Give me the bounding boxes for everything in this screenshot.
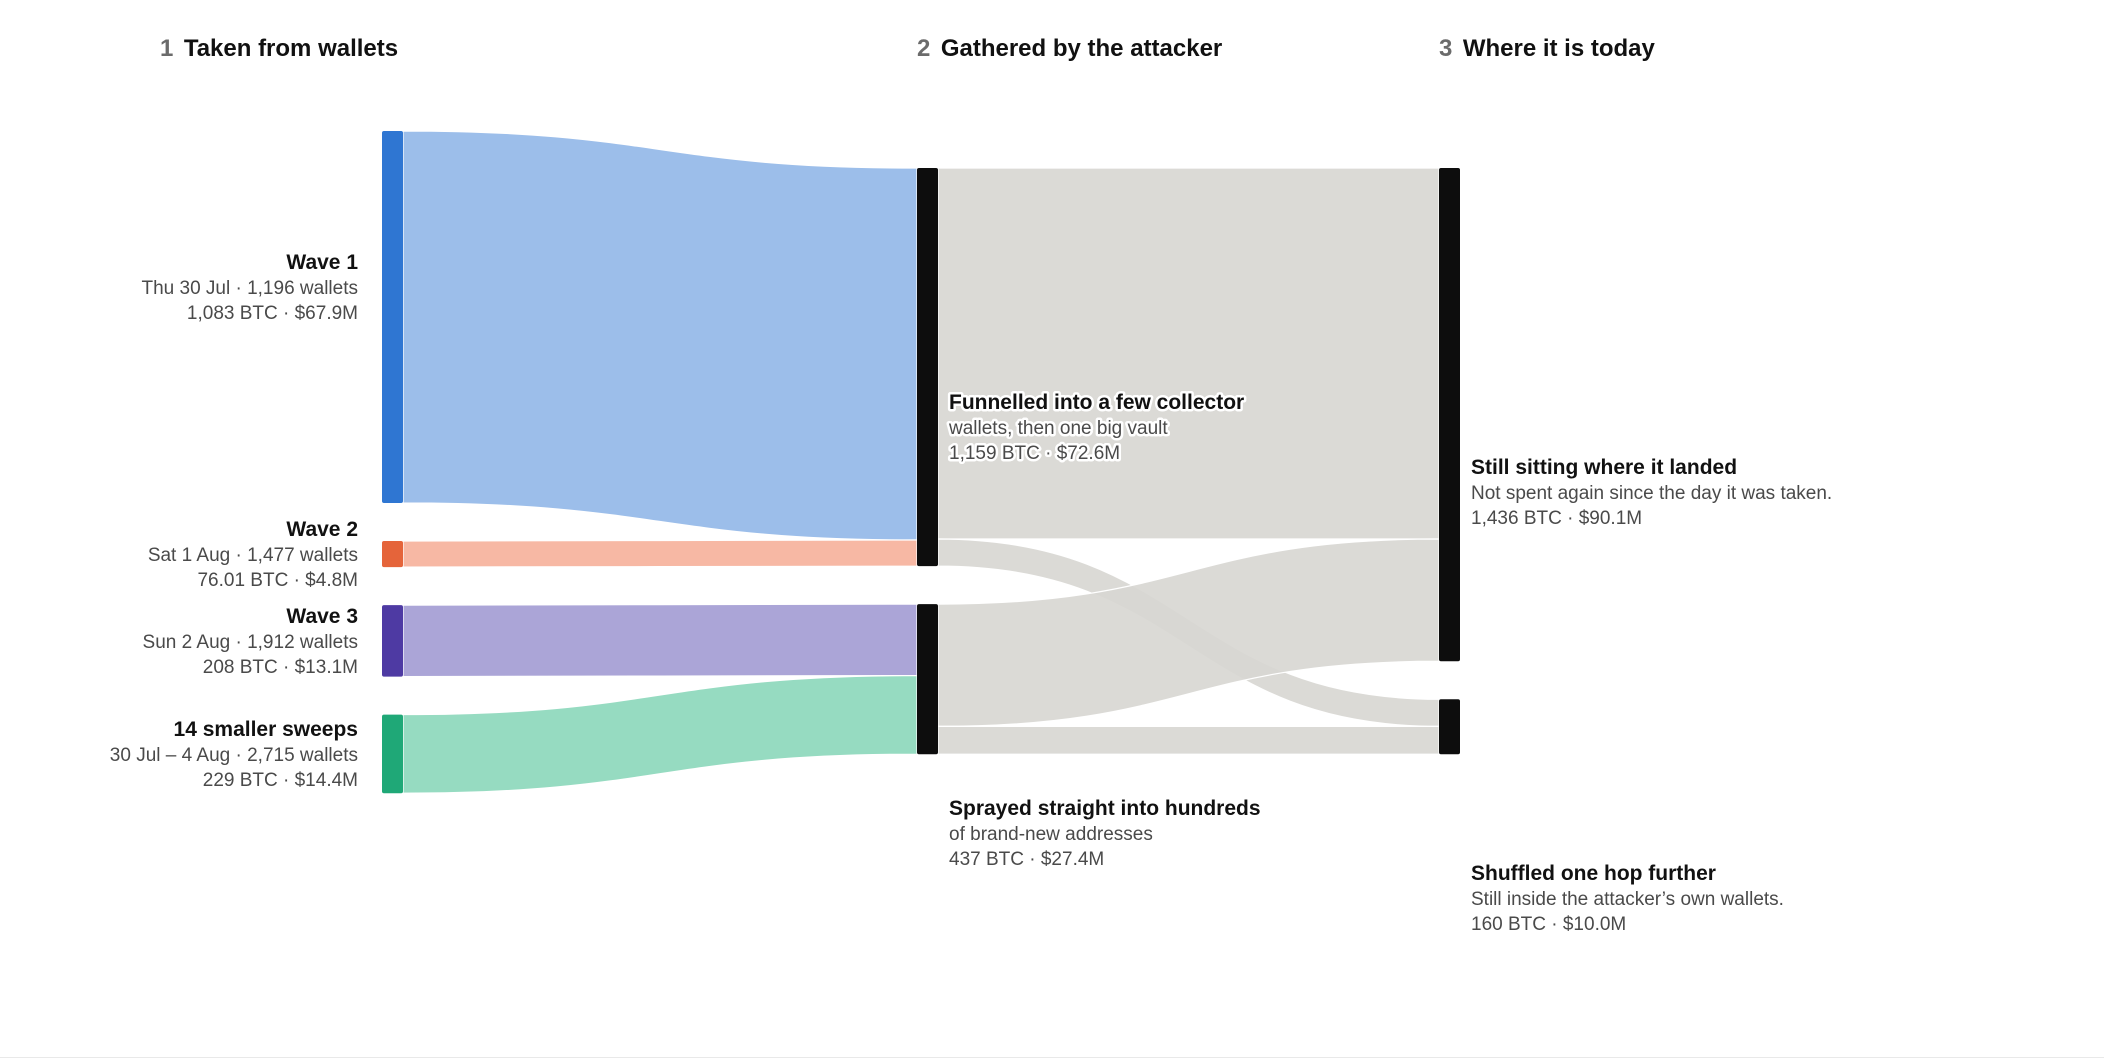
node-detail: 160 BTC · $10.0M: [1471, 914, 1626, 935]
footer-divider: [0, 1057, 2104, 1058]
column-title: Taken from wallets: [184, 35, 398, 62]
node-bar-shuffled: [1439, 699, 1460, 755]
node-title: Sprayed straight into hundreds: [949, 797, 1261, 820]
node-title: Wave 1: [286, 251, 358, 274]
column-headers: 1 Taken from wallets 2 Gathered by the a…: [160, 35, 1656, 62]
link-collector-to-sitting: [937, 167, 1440, 540]
links-layer: [402, 130, 1440, 794]
labels-layer: Wave 1 Thu 30 Jul · 1,196 wallets 1,083 BT…: [110, 251, 1832, 935]
node-title: Funnelled into a few collector: [949, 391, 1244, 414]
node-bar-smaller: [382, 714, 403, 794]
node-label-wave2: Wave 2 Sat 1 Aug · 1,477 wallets 76.01 BTC…: [148, 518, 358, 591]
node-detail: Not spent again since the day it was tak…: [1471, 483, 1832, 504]
node-label-sitting: Still sitting where it landed Not spent a…: [1471, 456, 1832, 529]
node-detail: Still inside the attacker’s own wallets.: [1471, 889, 1784, 910]
node-detail: wallets, then one big vault: [948, 418, 1168, 439]
node-bar-sitting: [1439, 168, 1460, 662]
column-step: 2: [917, 35, 930, 62]
node-label-smaller: 14 smaller sweeps 30 Jul – 4 Aug · 2,715 …: [110, 718, 358, 791]
node-title: Wave 2: [286, 518, 358, 541]
link-smaller-to-sprayed: [402, 674, 918, 794]
node-bar-collector: [917, 168, 938, 567]
node-bar-wave2: [382, 541, 403, 568]
node-detail: Sat 1 Aug · 1,477 wallets: [148, 545, 358, 566]
node-detail: 1,159 BTC · $72.6M: [949, 443, 1120, 464]
node-detail: 208 BTC · $13.1M: [203, 657, 358, 678]
node-label-sprayed: Sprayed straight into hundreds of brand-n…: [949, 797, 1261, 870]
column-title: Where it is today: [1463, 35, 1656, 62]
node-detail: of brand-new addresses: [949, 824, 1153, 845]
node-label-shuffled: Shuffled one hop further Still inside the…: [1471, 862, 1784, 935]
node-bar-sprayed: [917, 604, 938, 755]
node-detail: 76.01 BTC · $4.8M: [197, 570, 358, 591]
link-wave2-to-collector: [402, 539, 918, 568]
column-header-3: 3 Where it is today: [1439, 35, 1656, 62]
node-bar-wave3: [382, 605, 403, 677]
column-step: 3: [1439, 35, 1452, 62]
column-step: 1: [160, 35, 173, 62]
column-title: Gathered by the attacker: [941, 35, 1222, 62]
node-title: Wave 3: [286, 605, 358, 628]
node-label-wave3: Wave 3 Sun 2 Aug · 1,912 wallets 208 BTC ·…: [143, 605, 358, 678]
node-title: Shuffled one hop further: [1471, 862, 1716, 885]
column-header-1: 1 Taken from wallets: [160, 35, 398, 62]
node-detail: 229 BTC · $14.4M: [203, 770, 358, 791]
link-sprayed-to-shuffled: [937, 725, 1440, 755]
node-title: 14 smaller sweeps: [174, 718, 358, 741]
node-label-collector: Funnelled into a few collector wallets, t…: [948, 391, 1244, 464]
link-wave3-to-sprayed: [402, 603, 918, 678]
node-detail: 1,436 BTC · $90.1M: [1471, 508, 1642, 529]
node-detail: Sun 2 Aug · 1,912 wallets: [143, 632, 358, 653]
link-sprayed-to-sitting: [937, 538, 1440, 728]
node-detail: 30 Jul – 4 Aug · 2,715 wallets: [110, 745, 358, 766]
node-detail: 1,083 BTC · $67.9M: [187, 303, 358, 324]
column-header-2: 2 Gathered by the attacker: [917, 35, 1222, 62]
nodes-layer: [382, 131, 1460, 794]
link-wave1-to-collector: [402, 130, 918, 541]
node-title: Still sitting where it landed: [1471, 456, 1737, 479]
node-detail: 437 BTC · $27.4M: [949, 849, 1104, 870]
node-label-wave1: Wave 1 Thu 30 Jul · 1,196 wallets 1,083 BT…: [141, 251, 358, 324]
node-detail: Thu 30 Jul · 1,196 wallets: [141, 278, 358, 299]
node-bar-wave1: [382, 131, 403, 504]
